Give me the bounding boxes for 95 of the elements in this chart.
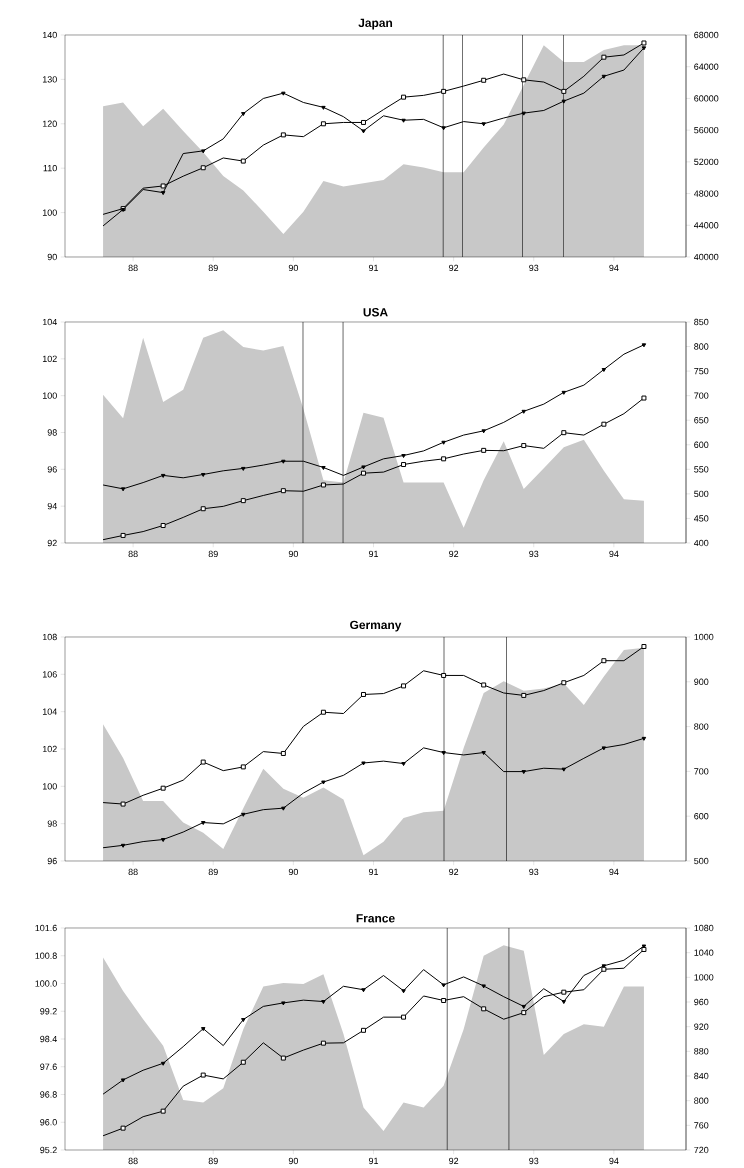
y-tick-label: 130 [42, 76, 57, 83]
chart-title: France [356, 914, 395, 923]
x-tick-label: 92 [449, 1157, 459, 1165]
y-tick-label: 120 [42, 120, 57, 127]
y2-tick-label: 40000 [693, 253, 719, 261]
y-tick-label: 100.0 [35, 980, 57, 987]
y2-tick-label: 500 [694, 490, 709, 498]
chart-title: USA [363, 308, 388, 317]
y2-tick-label: 1040 [694, 949, 714, 956]
y-tick-label: 106 [42, 671, 57, 678]
x-tick-label: 92 [449, 868, 459, 876]
y2-tick-label: 800 [694, 343, 709, 350]
y-tick-label: 90 [47, 253, 57, 261]
x-tick-label: 94 [609, 868, 619, 876]
x-tick-label: 88 [128, 868, 138, 876]
x-tick-label: 92 [449, 264, 459, 272]
y2-tick-label: 760 [694, 1122, 709, 1129]
y2-tick-label: 48000 [693, 190, 719, 197]
y-tick-label: 92 [47, 539, 57, 547]
y-tick-label: 96 [47, 857, 57, 865]
x-tick-label: 91 [368, 550, 379, 558]
chart-title: Germany [350, 620, 402, 632]
x-tick-label: 90 [288, 1157, 299, 1165]
x-tick-label: 88 [128, 1157, 138, 1165]
y2-tick-label: 700 [694, 392, 709, 399]
x-tick-label: 93 [529, 550, 539, 558]
x-tick-label: 90 [288, 264, 299, 272]
y-tick-label: 97.6 [40, 1063, 57, 1070]
y-tick-label: 100 [42, 209, 57, 216]
x-tick-label: 90 [288, 550, 299, 558]
x-tick-label: 93 [529, 264, 539, 272]
x-tick-label: 93 [529, 868, 539, 876]
y-tick-label: 140 [42, 31, 57, 39]
y-tick-label: 95.2 [40, 1146, 57, 1154]
y2-tick-label: 60000 [694, 95, 719, 102]
y2-tick-label: 900 [694, 678, 709, 685]
y-tick-label: 104 [42, 708, 57, 715]
y-tick-label: 99.2 [40, 1008, 57, 1015]
chart-title: Japan [358, 18, 393, 30]
x-tick-label: 94 [609, 550, 619, 558]
y2-tick-label: 850 [694, 318, 709, 326]
y-tick-label: 108 [42, 633, 57, 641]
x-tick-label: 89 [208, 1157, 218, 1165]
y2-tick-label: 800 [694, 723, 709, 730]
y-tick-label: 104 [42, 318, 57, 326]
y-tick-label: 100.8 [35, 952, 57, 959]
x-tick-label: 91 [368, 868, 379, 876]
y2-tick-label: 44000 [693, 222, 719, 229]
y-tick-label: 96.0 [40, 1119, 57, 1126]
x-tick-label: 89 [208, 264, 218, 272]
y2-tick-label: 920 [694, 1023, 709, 1030]
y2-tick-label: 500 [694, 857, 709, 865]
y-tick-label: 94 [47, 502, 57, 510]
y2-tick-label: 550 [694, 466, 709, 473]
x-tick-label: 89 [208, 550, 218, 558]
y2-tick-label: 600 [694, 813, 709, 820]
x-tick-label: 90 [288, 868, 299, 876]
y-tick-label: 98 [47, 429, 57, 436]
y-tick-label: 102 [42, 355, 57, 362]
x-tick-label: 94 [609, 1157, 619, 1165]
y2-tick-label: 52000 [694, 158, 719, 166]
x-tick-label: 92 [449, 550, 459, 558]
x-tick-label: 88 [128, 264, 138, 272]
y2-tick-label: 960 [694, 998, 709, 1006]
y2-tick-label: 1000 [694, 633, 714, 641]
x-tick-label: 89 [208, 868, 218, 876]
y2-tick-label: 720 [694, 1146, 709, 1154]
y2-tick-label: 64000 [694, 63, 719, 70]
y-tick-label: 100 [42, 392, 57, 399]
x-tick-label: 88 [128, 550, 138, 558]
y-tick-label: 110 [43, 165, 57, 172]
y2-tick-label: 800 [694, 1097, 709, 1104]
y-tick-label: 101.6 [35, 924, 57, 932]
y2-tick-label: 56000 [694, 126, 719, 134]
x-tick-label: 93 [529, 1157, 539, 1165]
y2-tick-label: 1080 [694, 924, 714, 932]
x-tick-label: 91 [368, 264, 379, 272]
y2-tick-label: 600 [694, 441, 709, 448]
y2-tick-label: 450 [693, 515, 709, 522]
y-tick-label: 100 [42, 783, 57, 790]
x-tick-label: 91 [368, 1157, 379, 1165]
y2-tick-label: 750 [694, 367, 709, 375]
y2-tick-label: 400 [693, 539, 709, 547]
y2-tick-label: 700 [694, 768, 709, 775]
y-tick-label: 98.4 [40, 1035, 57, 1043]
y2-tick-label: 1000 [694, 974, 714, 981]
y2-tick-label: 68000 [694, 31, 719, 39]
y-tick-label: 96.8 [40, 1091, 57, 1098]
y2-tick-label: 840 [694, 1072, 709, 1080]
x-tick-label: 94 [609, 264, 619, 272]
y-tick-label: 96 [47, 466, 57, 473]
y2-tick-label: 650 [694, 417, 709, 424]
y-tick-label: 98 [47, 820, 57, 827]
y-tick-label: 102 [42, 745, 57, 753]
y2-tick-label: 880 [694, 1048, 709, 1055]
